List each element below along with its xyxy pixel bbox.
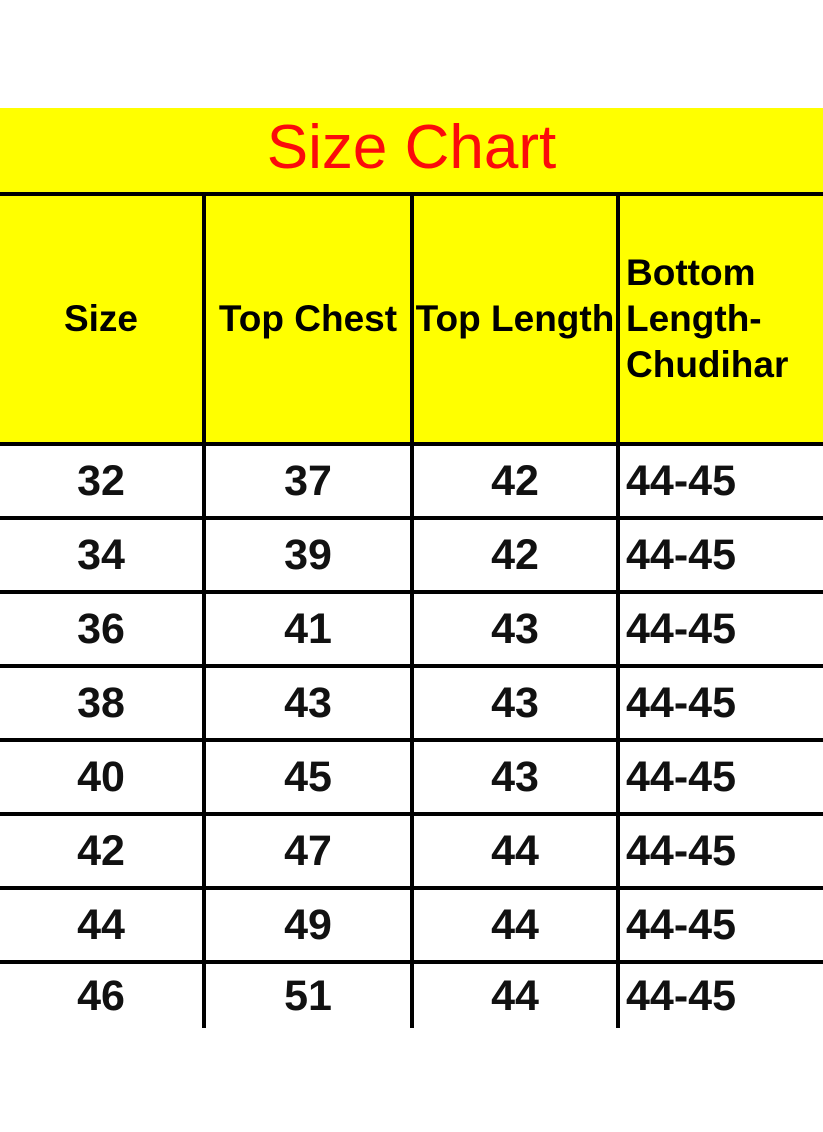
cell-size: 42 xyxy=(0,814,206,890)
header-line: Top xyxy=(415,297,481,339)
header-line: Chest xyxy=(294,297,398,339)
cell-size: 46 xyxy=(0,962,206,1028)
cell-top-chest: 41 xyxy=(204,592,414,668)
cell-top-chest: 45 xyxy=(204,740,414,816)
column-header-top-length: Top Length xyxy=(412,196,620,446)
cell-bottom-length: 44-45 xyxy=(618,666,823,742)
cell-bottom-length: 44-45 xyxy=(618,518,823,594)
cell-bottom-length: 44-45 xyxy=(618,962,823,1028)
cell-top-length: 43 xyxy=(412,740,620,816)
cell-top-length: 44 xyxy=(412,888,620,964)
size-chart-table: Size Top Chest Top Length Bottom Length-… xyxy=(0,196,823,1028)
cell-top-chest: 51 xyxy=(204,962,414,1028)
column-header-size: Size xyxy=(0,196,206,446)
column-header-top-chest: Top Chest xyxy=(204,196,414,446)
cell-top-chest: 47 xyxy=(204,814,414,890)
cell-top-length: 44 xyxy=(412,814,620,890)
cell-bottom-length: 44-45 xyxy=(618,592,823,668)
cell-size: 32 xyxy=(0,444,206,520)
title-banner: Size Chart xyxy=(0,108,823,196)
cell-top-chest: 49 xyxy=(204,888,414,964)
header-line: Length- xyxy=(626,297,762,339)
cell-top-length: 42 xyxy=(412,518,620,594)
cell-top-chest: 37 xyxy=(204,444,414,520)
table-row: 36 41 43 44-45 xyxy=(0,592,823,668)
cell-top-length: 44 xyxy=(412,962,620,1028)
cell-bottom-length: 44-45 xyxy=(618,740,823,816)
page-title: Size Chart xyxy=(266,113,557,182)
cell-top-length: 43 xyxy=(412,592,620,668)
cell-size: 34 xyxy=(0,518,206,594)
table-row: 44 49 44 44-45 xyxy=(0,888,823,964)
cell-bottom-length: 44-45 xyxy=(618,888,823,964)
cell-size: 40 xyxy=(0,740,206,816)
cell-top-length: 42 xyxy=(412,444,620,520)
table-row: 46 51 44 44-45 xyxy=(0,962,823,1028)
cell-bottom-length: 44-45 xyxy=(618,814,823,890)
cell-top-chest: 39 xyxy=(204,518,414,594)
cell-size: 38 xyxy=(0,666,206,742)
cell-size: 36 xyxy=(0,592,206,668)
cell-top-length: 43 xyxy=(412,666,620,742)
cell-size: 44 xyxy=(0,888,206,964)
table-row: 32 37 42 44-45 xyxy=(0,444,823,520)
header-line: Length xyxy=(491,297,615,339)
cell-bottom-length: 44-45 xyxy=(618,444,823,520)
cell-top-chest: 43 xyxy=(204,666,414,742)
header-line: Bottom xyxy=(626,251,756,293)
table-header-row: Size Top Chest Top Length Bottom Length-… xyxy=(0,196,823,446)
table-row: 34 39 42 44-45 xyxy=(0,518,823,594)
table-row: 40 45 43 44-45 xyxy=(0,740,823,816)
header-line: Top xyxy=(218,297,284,339)
column-header-bottom-length: Bottom Length- Chudihar xyxy=(618,196,823,446)
header-line: Chudihar xyxy=(626,344,789,386)
table-row: 38 43 43 44-45 xyxy=(0,666,823,742)
table-row: 42 47 44 44-45 xyxy=(0,814,823,890)
